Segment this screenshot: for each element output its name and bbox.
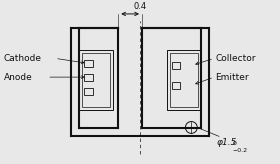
Bar	[172, 82, 181, 89]
Text: 0.4: 0.4	[134, 2, 146, 11]
Text: 0: 0	[233, 141, 237, 146]
Bar	[84, 60, 93, 67]
Text: Anode: Anode	[4, 73, 32, 82]
Text: Cathode: Cathode	[4, 54, 42, 63]
Bar	[84, 74, 93, 81]
Bar	[84, 88, 93, 95]
Text: Emitter: Emitter	[215, 73, 249, 82]
Bar	[82, 53, 110, 107]
Bar	[172, 62, 181, 69]
Text: φ1.5: φ1.5	[217, 138, 237, 147]
Bar	[167, 51, 201, 110]
Text: Collector: Collector	[215, 54, 256, 63]
Bar	[79, 51, 113, 110]
Bar	[170, 53, 198, 107]
Text: −0.2: −0.2	[233, 148, 248, 153]
